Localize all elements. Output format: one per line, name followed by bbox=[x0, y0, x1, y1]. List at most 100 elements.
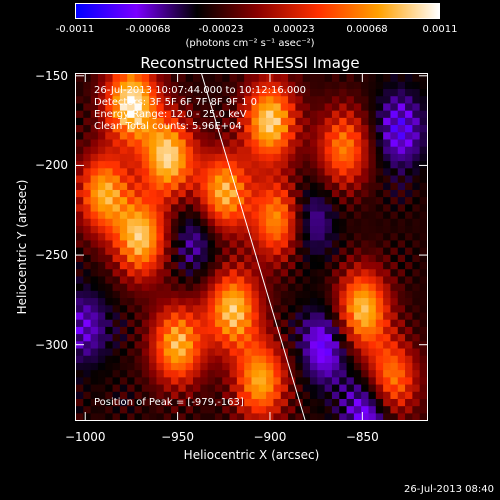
heatmap-cell bbox=[339, 81, 348, 90]
heatmap-cell bbox=[288, 88, 296, 97]
heatmap-cell bbox=[339, 362, 348, 371]
heatmap-cell bbox=[368, 88, 377, 97]
heatmap-cell bbox=[266, 326, 275, 335]
heatmap-cell bbox=[302, 283, 311, 291]
heatmap-cell bbox=[324, 146, 333, 154]
heatmap-cell bbox=[83, 304, 92, 313]
heatmap-cell bbox=[419, 391, 428, 399]
heatmap-cell bbox=[317, 398, 326, 407]
heatmap-cell bbox=[273, 81, 282, 90]
heatmap-cell bbox=[288, 182, 296, 190]
heatmap-cell bbox=[302, 311, 311, 320]
heatmap-cell bbox=[251, 283, 260, 291]
heatmap-cell bbox=[214, 210, 223, 219]
heatmap-cell bbox=[229, 131, 238, 140]
heatmap-cell bbox=[141, 326, 150, 335]
heatmap-cell bbox=[339, 311, 348, 320]
heatmap-cell bbox=[127, 391, 136, 399]
heatmap-cell bbox=[244, 131, 253, 140]
heatmap-cell bbox=[375, 268, 384, 277]
heatmap-cell bbox=[178, 131, 187, 140]
heatmap-cell bbox=[375, 254, 384, 263]
heatmap-cell bbox=[229, 232, 238, 241]
heatmap-cell bbox=[244, 210, 253, 219]
heatmap-cell bbox=[266, 167, 275, 176]
heatmap-cell bbox=[178, 340, 187, 349]
heatmap-cell bbox=[229, 268, 238, 277]
heatmap-cell bbox=[163, 275, 172, 284]
heatmap-cell bbox=[171, 138, 179, 147]
heatmap-cell bbox=[280, 355, 289, 363]
heatmap-cell bbox=[83, 74, 92, 82]
heatmap-cell bbox=[383, 218, 392, 226]
heatmap-cell bbox=[193, 369, 201, 378]
heatmap-cell bbox=[171, 304, 179, 313]
heatmap-cell bbox=[295, 333, 304, 342]
heatmap-cell bbox=[353, 261, 362, 270]
heatmap-cell bbox=[310, 333, 318, 342]
heatmap-cell bbox=[193, 110, 201, 118]
heatmap-cell bbox=[317, 268, 326, 277]
heatmap-cell bbox=[156, 391, 165, 399]
heatmap-cell bbox=[375, 391, 384, 399]
heatmap-cell bbox=[288, 405, 296, 414]
heatmap-cell bbox=[141, 311, 150, 320]
heatmap-cell bbox=[375, 110, 384, 118]
heatmap-cell bbox=[368, 254, 377, 263]
heatmap-cell bbox=[163, 326, 172, 335]
heatmap-cell bbox=[222, 131, 231, 140]
heatmap-cell bbox=[383, 117, 392, 126]
heatmap-cell bbox=[412, 347, 421, 356]
heatmap-cell bbox=[200, 239, 209, 248]
heatmap-cell bbox=[97, 355, 106, 363]
heatmap-cell bbox=[214, 254, 223, 263]
heatmap-cell bbox=[207, 283, 216, 291]
heatmap-cell bbox=[171, 146, 179, 154]
heatmap-cell bbox=[383, 110, 392, 118]
heatmap-cell bbox=[97, 304, 106, 313]
heatmap-cell bbox=[280, 189, 289, 198]
heatmap-cell bbox=[97, 254, 106, 263]
heatmap-cell bbox=[83, 369, 92, 378]
heatmap-cell bbox=[295, 95, 304, 104]
heatmap-cell bbox=[134, 210, 143, 219]
heatmap-cell bbox=[76, 247, 84, 255]
heatmap-cell bbox=[419, 376, 428, 385]
heatmap-cell bbox=[127, 102, 136, 111]
heatmap-cell bbox=[134, 376, 143, 385]
heatmap-cell bbox=[412, 369, 421, 378]
heatmap-cell bbox=[375, 81, 384, 90]
heatmap-cell bbox=[222, 405, 231, 414]
heatmap-cell bbox=[90, 196, 99, 205]
heatmap-cell bbox=[105, 304, 114, 313]
heatmap-cell bbox=[251, 131, 260, 140]
heatmap-cell bbox=[149, 189, 158, 198]
heatmap-cell bbox=[273, 283, 282, 291]
heatmap-cell bbox=[97, 210, 106, 219]
heatmap-cell bbox=[156, 340, 165, 349]
heatmap-cell bbox=[405, 167, 413, 176]
heatmap-cell bbox=[193, 398, 201, 407]
heatmap-cell bbox=[229, 311, 238, 320]
heatmap-cell bbox=[222, 369, 231, 378]
colorbar-tick-label: 0.0011 bbox=[422, 24, 458, 35]
heatmap-cell bbox=[222, 189, 231, 198]
heatmap-cell bbox=[288, 283, 296, 291]
heatmap-cell bbox=[90, 261, 99, 270]
heatmap-cell bbox=[163, 391, 172, 399]
heatmap-cell bbox=[134, 124, 143, 133]
heatmap-cell bbox=[310, 304, 318, 313]
heatmap-cell bbox=[222, 326, 231, 335]
heatmap-cell bbox=[244, 311, 253, 320]
heatmap-cell bbox=[324, 283, 333, 291]
heatmap-cell bbox=[200, 218, 209, 226]
heatmap-cell bbox=[244, 340, 253, 349]
heatmap-cell bbox=[178, 189, 187, 198]
heatmap-cell bbox=[163, 160, 172, 169]
heatmap-cell bbox=[214, 110, 223, 118]
heatmap-cell bbox=[251, 340, 260, 349]
heatmap-cell bbox=[244, 412, 253, 421]
heatmap-cell bbox=[207, 383, 216, 392]
heatmap-cell bbox=[251, 117, 260, 126]
heatmap-cell bbox=[324, 138, 333, 147]
